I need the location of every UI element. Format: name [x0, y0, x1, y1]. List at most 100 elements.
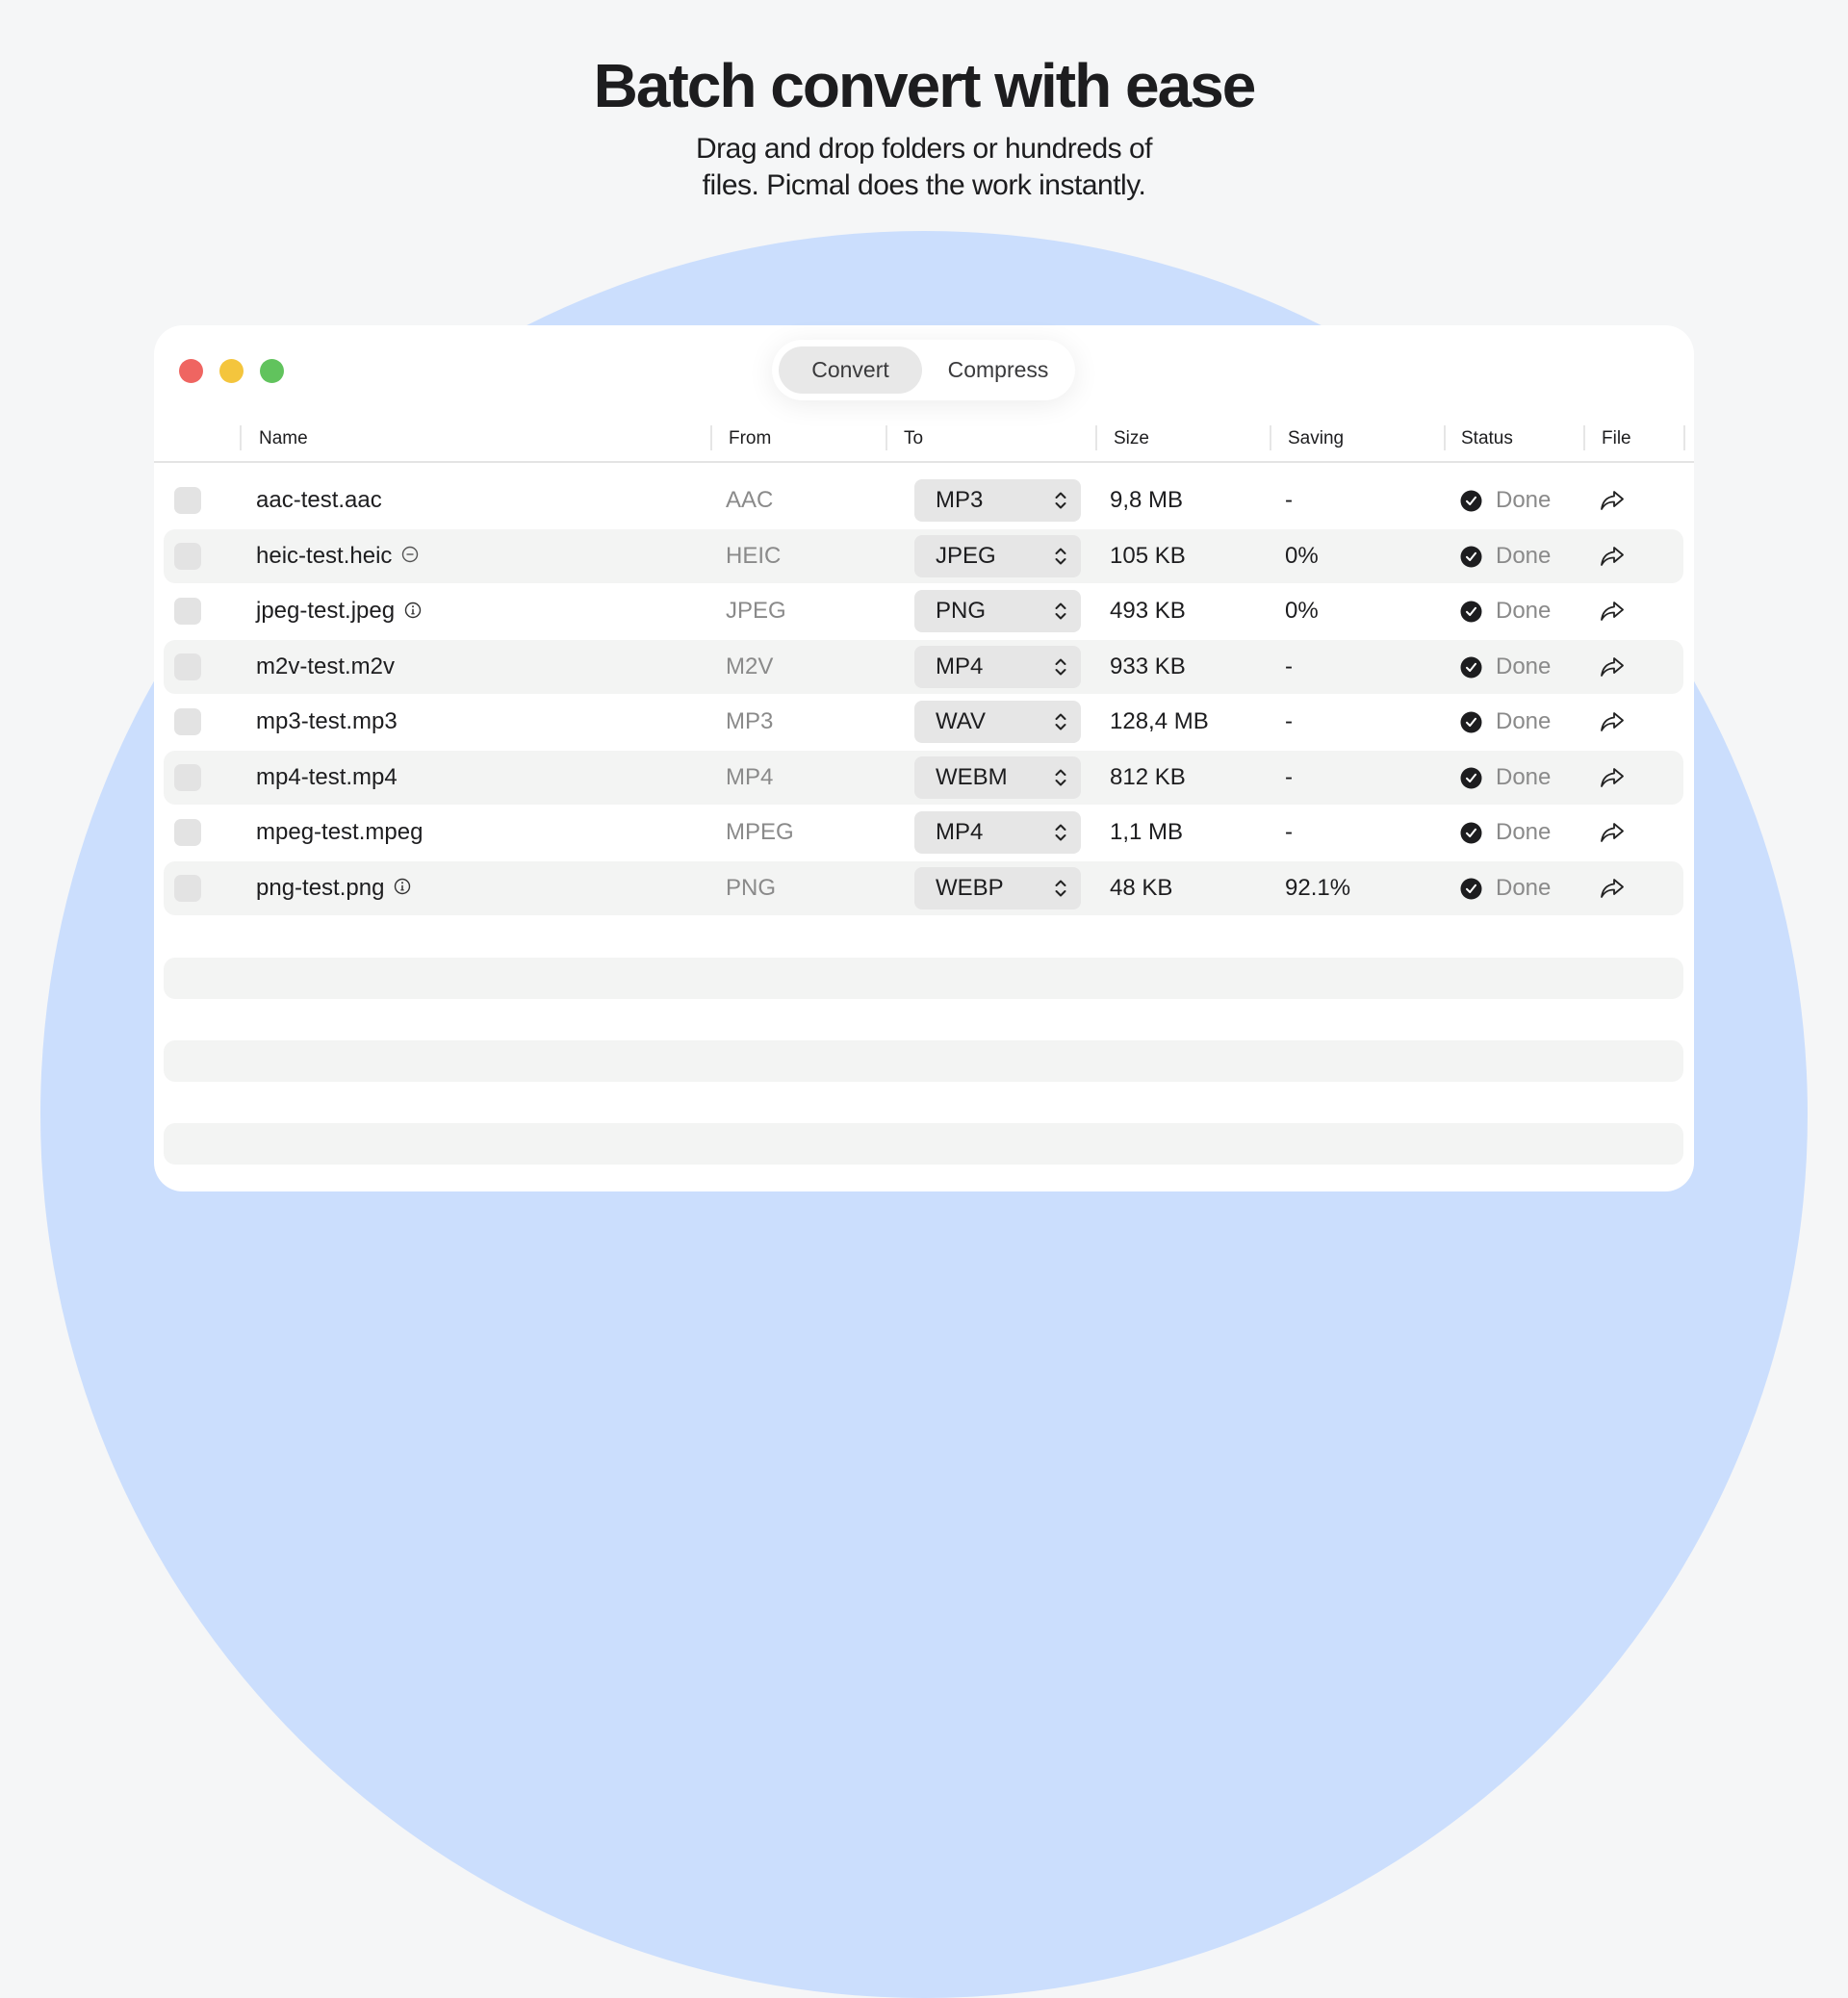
table-row[interactable]: mp3-test.mp3 MP3 WAV 128,4 MB - Done: [164, 695, 1683, 749]
column-header-name[interactable]: Name: [259, 428, 308, 448]
file-name-cell: heic-test.heic: [256, 529, 419, 583]
row-checkbox[interactable]: [174, 487, 201, 514]
table-row[interactable]: mpeg-test.mpeg MPEG MP4 1,1 MB - Done: [164, 806, 1683, 859]
column-header-file[interactable]: File: [1602, 428, 1631, 448]
file-name: aac-test.aac: [256, 487, 382, 513]
to-format-select[interactable]: MP4: [914, 811, 1081, 854]
table-row[interactable]: heic-test.heic HEIC JPEG 105 KB 0% Done: [164, 528, 1683, 583]
row-checkbox[interactable]: [174, 819, 201, 846]
column-divider[interactable]: [1444, 425, 1446, 450]
column-header-to[interactable]: To: [904, 428, 924, 448]
column-divider[interactable]: [240, 425, 242, 450]
chevron-up-down-icon: [1055, 880, 1066, 896]
saving-value: -: [1285, 708, 1293, 734]
info-circle-icon[interactable]: [384, 875, 411, 901]
chevron-up-down-icon: [1055, 769, 1066, 785]
checkmark-circle-icon: [1460, 767, 1482, 788]
saving-value: -: [1285, 763, 1293, 790]
to-format-value: MP4: [936, 819, 984, 845]
to-format-select[interactable]: MP3: [914, 479, 1081, 522]
chevron-up-down-icon: [1055, 602, 1066, 620]
from-format: M2V: [726, 653, 774, 679]
column-divider[interactable]: [886, 425, 887, 450]
share-arrow-icon[interactable]: [1600, 766, 1625, 789]
from-format: MP3: [726, 708, 774, 734]
hero-subtitle-line: files. Picmal does the work instantly.: [702, 169, 1146, 201]
info-circle-icon[interactable]: [395, 598, 422, 624]
to-format-select[interactable]: WEBP: [914, 866, 1081, 909]
column-header-saving[interactable]: Saving: [1288, 428, 1345, 448]
tab-convert[interactable]: Convert: [779, 346, 922, 394]
file-name: mp3-test.mp3: [256, 708, 398, 734]
tab-compress[interactable]: Compress: [947, 357, 1049, 382]
file-name: m2v-test.m2v: [256, 653, 396, 679]
table-row[interactable]: mp4-test.mp4 MP4 WEBM 812 KB - Done: [164, 750, 1683, 805]
column-divider[interactable]: [1683, 425, 1685, 450]
hero-title: Batch convert with ease: [593, 51, 1257, 120]
row-checkbox[interactable]: [174, 598, 201, 625]
row-checkbox[interactable]: [174, 708, 201, 735]
row-checkbox[interactable]: [174, 542, 201, 570]
column-divider[interactable]: [1583, 425, 1585, 450]
share-arrow-icon[interactable]: [1600, 545, 1625, 568]
from-format: MP4: [726, 763, 774, 790]
file-name-cell: mp4-test.mp4: [256, 751, 398, 805]
file-size: 105 KB: [1110, 542, 1186, 569]
saving-value: 0%: [1285, 542, 1319, 569]
row-checkbox[interactable]: [174, 763, 201, 791]
to-format-select[interactable]: WAV: [914, 701, 1081, 743]
file-name: jpeg-test.jpeg: [256, 598, 396, 624]
to-format-select[interactable]: JPEG: [914, 534, 1081, 577]
share-arrow-icon[interactable]: [1600, 821, 1625, 844]
saving-value: 0%: [1285, 598, 1319, 624]
file-name-cell: m2v-test.m2v: [256, 640, 395, 694]
chevron-up-down-icon: [1055, 492, 1066, 509]
column-divider[interactable]: [1270, 425, 1271, 450]
file-size: 48 KB: [1110, 874, 1173, 901]
minimize-button[interactable]: [219, 359, 244, 383]
share-arrow-icon[interactable]: [1600, 877, 1625, 900]
zoom-button[interactable]: [260, 359, 284, 383]
row-checkbox[interactable]: [174, 874, 201, 902]
status-text: Done: [1496, 542, 1552, 569]
minus-circle-icon[interactable]: [392, 543, 419, 569]
table-row[interactable]: m2v-test.m2v M2V MP4 933 KB - Done: [164, 639, 1683, 694]
file-size: 1,1 MB: [1110, 819, 1184, 845]
checkmark-circle-icon: [1460, 656, 1482, 678]
file-size: 933 KB: [1110, 653, 1186, 679]
checkmark-circle-icon: [1460, 878, 1482, 899]
file-name: mpeg-test.mpeg: [256, 819, 424, 845]
share-arrow-icon[interactable]: [1600, 710, 1625, 733]
file-size: 9,8 MB: [1110, 487, 1184, 513]
row-checkbox[interactable]: [174, 653, 201, 680]
file-name-cell: png-test.png: [256, 861, 411, 915]
to-format-value: PNG: [936, 598, 987, 624]
column-divider[interactable]: [710, 425, 712, 450]
chevron-up-down-icon: [1055, 658, 1066, 675]
checkmark-circle-icon: [1460, 822, 1482, 844]
to-format-value: WAV: [936, 708, 986, 734]
file-size: 128,4 MB: [1110, 708, 1209, 734]
column-divider[interactable]: [1095, 425, 1097, 450]
table-row[interactable]: aac-test.aac AAC MP3 9,8 MB - Done: [164, 474, 1683, 527]
checkmark-circle-icon: [1460, 490, 1482, 512]
table-row[interactable]: jpeg-test.jpeg JPEG PNG 493 KB 0% Done: [164, 584, 1683, 638]
column-header-size[interactable]: Size: [1114, 428, 1149, 448]
to-format-select[interactable]: WEBM: [914, 756, 1081, 799]
column-header-from[interactable]: From: [729, 428, 772, 448]
share-arrow-icon[interactable]: [1600, 489, 1625, 512]
to-format-value: MP3: [936, 487, 984, 513]
share-arrow-icon[interactable]: [1600, 600, 1625, 623]
table-row[interactable]: png-test.png PNG WEBP 48 KB 92.1% Done: [164, 860, 1683, 915]
checkmark-circle-icon: [1460, 546, 1482, 567]
chevron-up-down-icon: [1055, 548, 1066, 564]
close-button[interactable]: [179, 359, 203, 383]
column-header-status[interactable]: Status: [1461, 428, 1513, 448]
to-format-value: WEBP: [936, 874, 1004, 901]
to-format-select[interactable]: MP4: [914, 645, 1081, 688]
status-text: Done: [1496, 819, 1552, 845]
to-format-select[interactable]: PNG: [914, 590, 1081, 632]
checkmark-circle-icon: [1460, 601, 1482, 623]
chevron-up-down-icon: [1055, 713, 1066, 730]
share-arrow-icon[interactable]: [1600, 655, 1625, 679]
